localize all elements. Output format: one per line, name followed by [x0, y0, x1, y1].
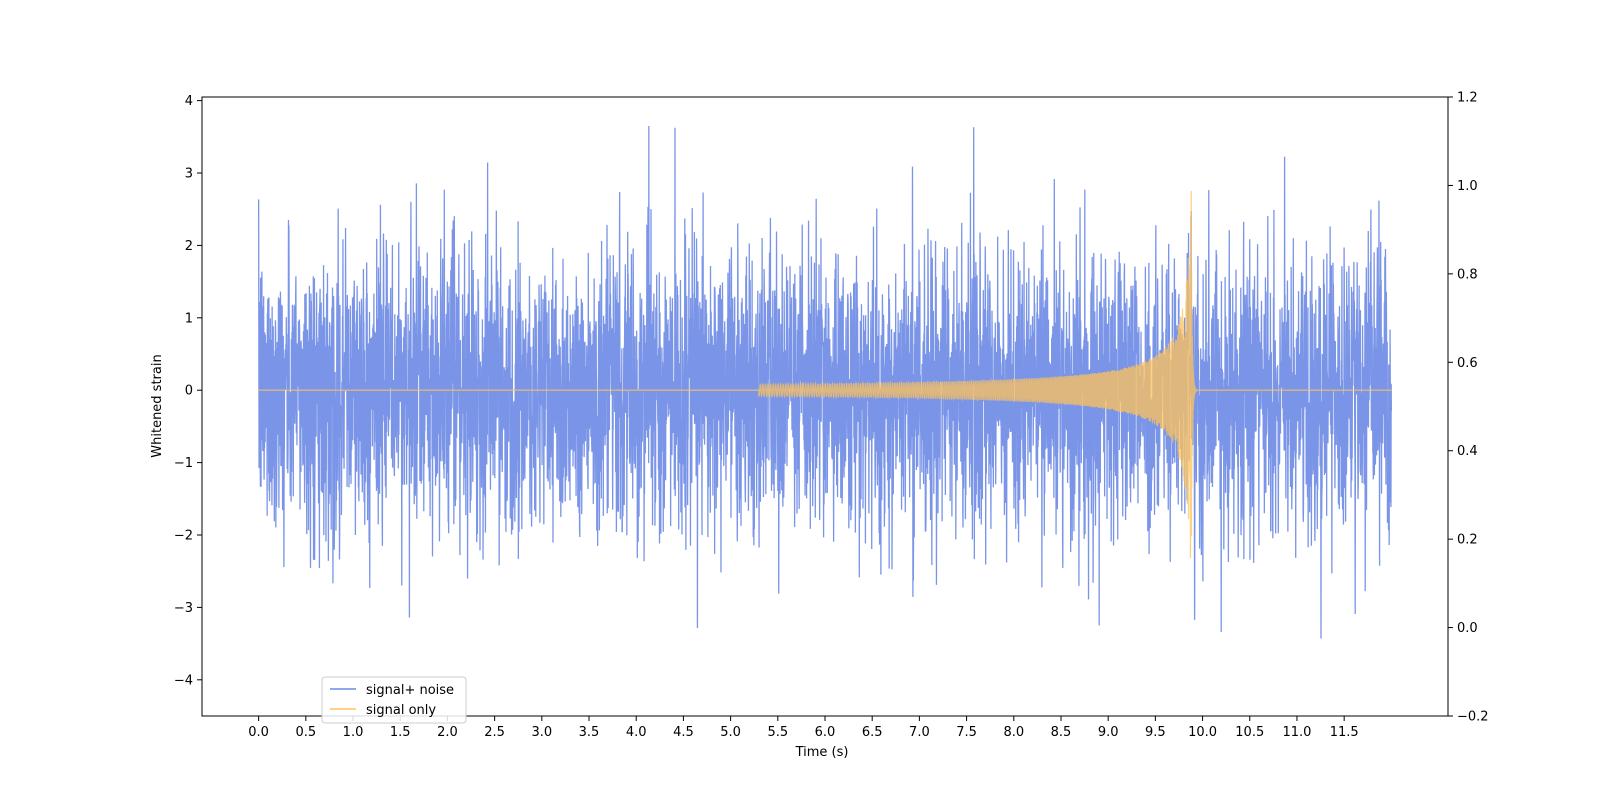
y-tick-label: −3: [174, 601, 193, 616]
x-tick-label: 7.0: [909, 725, 930, 740]
x-tick-label: 5.0: [720, 725, 741, 740]
x-tick-label: 6.0: [815, 725, 836, 740]
x-tick-label: 11.0: [1282, 725, 1311, 740]
x-axis-ticks: 0.0 0.5 1.0 1.5 2.0 2.5 3.0 3.5 4.0 4.5 5.0 5.5 6.0 6…: [248, 716, 1359, 740]
y2-tick-label: 1.2: [1457, 91, 1478, 106]
x-tick-label: 0.5: [295, 725, 316, 740]
x-tick-label: 10.0: [1188, 725, 1217, 740]
series-line-signal-noise: [257, 125, 1393, 639]
x-tick-label: 7.5: [956, 725, 977, 740]
legend-label-signal-only: signal only: [366, 703, 436, 718]
y-tick-label: −2: [174, 529, 193, 544]
y-tick-label: 2: [185, 239, 193, 254]
legend-box: [321, 676, 467, 724]
y2-tick-label: 0.4: [1457, 444, 1478, 459]
series-layer: [257, 125, 1393, 639]
x-tick-label: 9.0: [1098, 725, 1119, 740]
x-tick-label: 4.5: [673, 725, 694, 740]
y-tick-label: −1: [174, 456, 193, 471]
x-tick-label: 9.5: [1145, 725, 1166, 740]
legend-label-signal-noise: signal+ noise: [366, 683, 454, 698]
y-axis-ticks: 4 3 2 1 0 −1 −2 −3 −4: [174, 94, 202, 688]
x-tick-label: 1.5: [390, 725, 411, 740]
y2-tick-label: 1.0: [1457, 179, 1478, 194]
y-tick-label: −4: [174, 673, 193, 688]
y2-tick-label: 0.0: [1457, 621, 1478, 636]
x-tick-label: 3.0: [531, 725, 552, 740]
x-tick-label: 0.0: [248, 725, 269, 740]
x-tick-label: 6.5: [862, 725, 883, 740]
y2-axis-ticks: 1.2 1.0 0.8 0.6 0.4 0.2 0.0 −0.2: [1448, 91, 1489, 725]
y2-tick-label: −0.2: [1457, 710, 1489, 725]
y-tick-label: 4: [185, 94, 193, 109]
x-tick-label: 4.0: [626, 725, 647, 740]
x-tick-label: 8.0: [1003, 725, 1024, 740]
y-axis-label: Whitened strain: [150, 354, 165, 457]
x-axis-label: Time (s): [795, 745, 849, 760]
x-tick-label: 11.5: [1330, 725, 1359, 740]
x-tick-label: 8.5: [1051, 725, 1072, 740]
x-tick-label: 2.5: [484, 725, 505, 740]
series-line-signal-only: [258, 190, 1392, 559]
x-tick-label: 3.5: [579, 725, 600, 740]
y-tick-label: 1: [185, 311, 193, 326]
y-tick-label: 0: [185, 384, 193, 399]
y-tick-label: 3: [185, 167, 193, 182]
y2-tick-label: 0.2: [1457, 533, 1478, 548]
y2-tick-label: 0.6: [1457, 356, 1478, 371]
legend: signal+ noise signal only: [321, 676, 467, 724]
x-tick-label: 2.0: [437, 725, 458, 740]
x-tick-label: 10.5: [1235, 725, 1264, 740]
x-tick-label: 1.0: [343, 725, 364, 740]
y2-tick-label: 0.8: [1457, 267, 1478, 282]
x-tick-label: 5.5: [767, 725, 788, 740]
